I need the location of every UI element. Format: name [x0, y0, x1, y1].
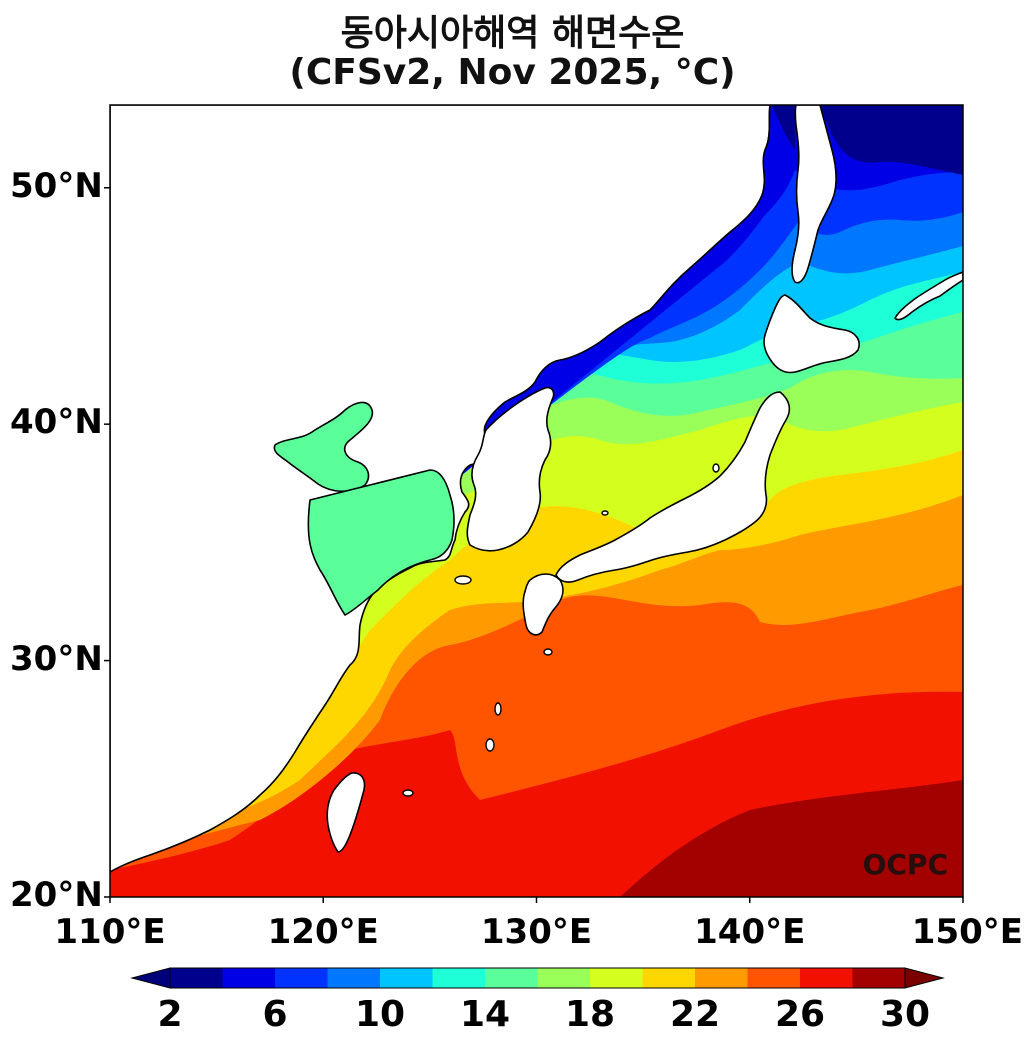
colorbar-swatch [432, 968, 485, 988]
colorbar-tick-label: 30 [879, 994, 931, 1035]
colorbar-tick-label: 26 [774, 994, 826, 1035]
x-tick-label: 120°E [267, 912, 379, 952]
colorbar-swatch [642, 968, 695, 988]
island [402, 789, 414, 797]
japan-kyushu-shikoku [522, 573, 564, 636]
land [110, 105, 963, 873]
colorbar-swatch [380, 968, 433, 988]
map-subtitle: (CFSv2, Nov 2025, °C) [289, 52, 736, 93]
island [494, 702, 502, 716]
colorbar-tick-label: 22 [669, 994, 721, 1035]
map-title: 동아시아해역 해면수온 [340, 13, 685, 54]
colorbar-swatch [800, 968, 853, 988]
japan-honshu [555, 391, 791, 583]
colorbar-swatch [327, 968, 380, 988]
sst-field: OCPC [110, 105, 963, 897]
colorbar-tick-label: 6 [262, 994, 288, 1035]
island [543, 648, 553, 656]
colorbar-under-arrow [130, 967, 171, 989]
axis-ticks [104, 186, 964, 903]
y-tick-label: 50°N [10, 165, 103, 206]
colorbar-tick-label: 18 [564, 994, 616, 1035]
taiwan [326, 772, 366, 853]
colorbar-frame [169, 967, 906, 989]
kamchatka-kuril [894, 271, 963, 321]
band-2-4-north [772, 105, 795, 150]
colorbar-swatch [852, 968, 905, 988]
band-2-4 [820, 105, 963, 175]
island [601, 510, 609, 516]
colorbar-tick-label: 10 [354, 994, 406, 1035]
colorbar-swatch [537, 968, 590, 988]
colorbar-swatch [695, 968, 748, 988]
colorbar [130, 967, 945, 989]
colorbar-tick-label: 14 [459, 994, 511, 1035]
x-tick-label: 140°E [694, 912, 806, 952]
colorbar-over-arrow [904, 967, 945, 989]
colorbar-swatch [275, 968, 328, 988]
primorye-coast [764, 105, 771, 151]
colorbar-tick-label: 2 [157, 994, 183, 1035]
y-tick-label: 40°N [10, 402, 103, 443]
bohai-bay [273, 401, 374, 493]
colorbar-swatch [747, 968, 800, 988]
colorbar-swatch [590, 968, 643, 988]
islands [402, 463, 720, 797]
y-tick-label: 20°N [10, 875, 103, 915]
colorbar-swatch [170, 968, 223, 988]
y-tick-label: 30°N [10, 638, 103, 679]
island [485, 738, 495, 752]
korea-peninsula [466, 386, 555, 552]
japan-hokkaido [763, 294, 860, 374]
colorbar-swatch [485, 968, 538, 988]
x-tick-label: 130°E [480, 912, 593, 952]
colorbar-swatch [222, 968, 275, 988]
watermark-ocpc: OCPC [863, 848, 948, 881]
sakhalin [791, 105, 837, 284]
yellow-sea-west [307, 469, 455, 616]
x-tick-label: 150°E [911, 912, 1023, 952]
jeju-island [454, 575, 472, 585]
x-tick-label: 110°E [54, 912, 166, 952]
island [712, 463, 720, 473]
